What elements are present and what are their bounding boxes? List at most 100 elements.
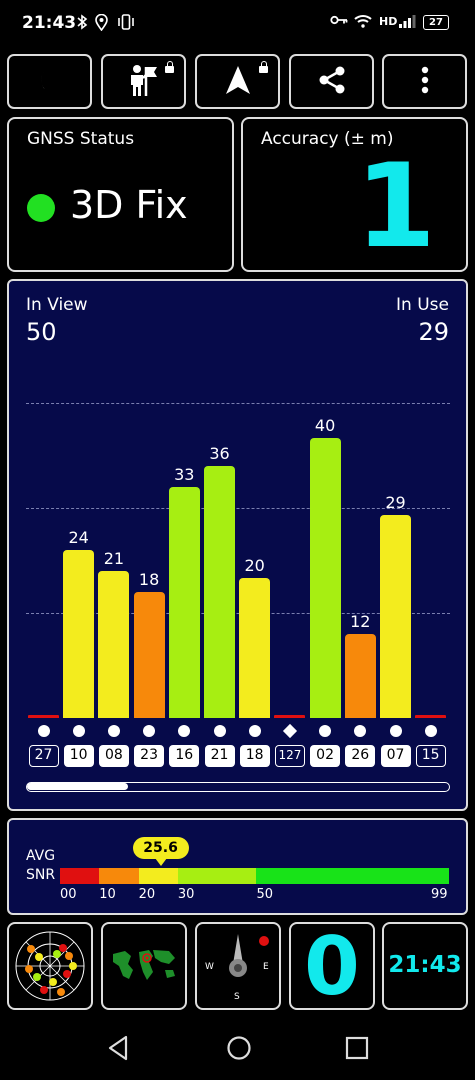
satellite-prn-label[interactable]: 26 <box>345 745 376 767</box>
snr-tick-label: 30 <box>177 887 195 902</box>
satellite-prn-label[interactable]: 15 <box>415 745 446 767</box>
home-button[interactable] <box>226 1035 252 1065</box>
wifi-icon <box>354 14 372 32</box>
satellite-prn-label[interactable]: 27 <box>28 745 59 767</box>
snr-tick-label: 00 <box>60 887 77 902</box>
signal-bar <box>344 634 376 718</box>
avg-snr-panel[interactable] <box>7 818 468 915</box>
navigation-button[interactable] <box>195 54 280 109</box>
satellite-prn-label[interactable]: 21 <box>204 745 235 767</box>
dot-marker-icon <box>424 725 437 737</box>
satellite-prn-label[interactable]: 02 <box>310 745 341 767</box>
lock-icon <box>259 61 268 73</box>
satellite-prn-label[interactable]: 10 <box>63 745 94 767</box>
gnss-status-label: GNSS Status <box>27 129 135 149</box>
signal-bar <box>168 487 200 718</box>
signal-icon <box>398 14 416 32</box>
clock-value: 21:43 <box>388 952 462 978</box>
clock-tile[interactable]: 21:43 <box>382 922 468 1010</box>
bar-value-label: 20 <box>244 556 265 575</box>
key-icon <box>330 14 348 30</box>
compass-west: W <box>205 962 214 972</box>
gnss-status-panel[interactable]: GNSS Status 3D Fix <box>7 117 234 272</box>
in-view-label: In View <box>26 295 88 315</box>
scrollbar-thumb[interactable] <box>27 783 129 790</box>
snr-segment <box>256 868 449 884</box>
in-view-count: 50 <box>26 318 57 346</box>
satellite-count-value: 0 <box>304 920 360 1013</box>
dot-marker-icon <box>389 725 402 737</box>
dot-marker-icon <box>354 725 367 737</box>
bar-value-label: 33 <box>174 465 195 484</box>
dot-marker-icon <box>107 725 120 737</box>
bar-value-label: 36 <box>209 444 230 463</box>
dot-marker-icon <box>319 725 332 737</box>
more-vert-icon <box>421 66 429 98</box>
in-use-count: 29 <box>418 318 449 346</box>
in-use-label: In Use <box>396 295 449 315</box>
share-button[interactable] <box>289 54 374 109</box>
night-mode-button[interactable] <box>7 54 92 109</box>
signal-bar <box>239 578 271 718</box>
grid-line <box>26 508 450 509</box>
signal-bar <box>204 466 235 718</box>
signal-bar <box>63 550 95 718</box>
recents-icon <box>345 1036 369 1065</box>
person-flag-button[interactable] <box>101 54 186 109</box>
satellite-prn-label[interactable]: 08 <box>98 745 129 767</box>
dot-marker-icon <box>248 725 261 737</box>
moon-icon <box>37 65 63 99</box>
recents-button[interactable] <box>345 1035 369 1065</box>
more-options-button[interactable] <box>382 54 467 109</box>
accuracy-value: 1 <box>355 139 436 274</box>
satellite-prn-label[interactable]: 16 <box>169 745 200 767</box>
satellite-prn-label[interactable]: 127 <box>274 745 305 767</box>
accuracy-label: Accuracy (± m) <box>261 129 394 149</box>
satellite-prn-label[interactable]: 23 <box>134 745 165 767</box>
navigation-bar <box>0 1016 475 1080</box>
signal-bar <box>415 715 447 718</box>
home-icon <box>226 1036 252 1065</box>
bar-value-label: 29 <box>385 493 406 512</box>
satellite-count-tile[interactable]: 0 <box>289 920 375 1013</box>
dot-marker-icon <box>37 725 50 737</box>
snr-tick-label: 20 <box>138 887 156 902</box>
grid-line <box>26 403 450 404</box>
sky-plot-tile[interactable] <box>7 922 93 1010</box>
signal-bar <box>98 571 130 718</box>
satellite-prn-label[interactable]: 07 <box>380 745 411 767</box>
compass-tile[interactable]: W E S <box>195 922 281 1010</box>
satellite-prn-label[interactable]: 18 <box>239 745 270 767</box>
snr-tick-label: 50 <box>256 887 273 902</box>
signal-bar <box>380 515 411 718</box>
bluetooth-icon <box>77 14 88 34</box>
chart-scrollbar[interactable] <box>26 782 450 792</box>
signal-bar <box>274 715 306 718</box>
snr-tick-label: 10 <box>99 887 116 902</box>
network-type: HD <box>379 15 398 28</box>
grid-line <box>26 613 450 614</box>
back-button[interactable] <box>107 1035 129 1065</box>
dot-marker-icon <box>178 725 191 737</box>
status-time: 21:43 <box>22 13 77 33</box>
avg-snr-badge: 25.6 <box>132 837 189 859</box>
world-map-tile[interactable] <box>101 922 187 1010</box>
bar-value-label: 18 <box>138 570 160 589</box>
dot-marker-icon <box>143 725 156 737</box>
bar-value-label: 24 <box>68 528 89 547</box>
bar-value-label: 21 <box>103 549 125 568</box>
accuracy-panel[interactable]: Accuracy (± m) 1 <box>241 117 468 272</box>
fix-status-value: 3D Fix <box>70 183 188 227</box>
avg-label: AVG <box>26 848 56 864</box>
navigation-arrow-icon <box>225 65 251 99</box>
snr-segment <box>177 868 257 884</box>
lock-icon <box>165 61 174 73</box>
snr-segment <box>99 868 139 884</box>
bar-value-label: 12 <box>350 612 371 631</box>
status-bar: 21:43 HD 27 <box>0 0 475 48</box>
bar-value-label: 40 <box>314 416 336 435</box>
fix-indicator-icon <box>27 194 55 222</box>
signal-bar <box>133 592 165 718</box>
share-icon <box>317 65 347 99</box>
battery-indicator: 27 <box>423 15 449 30</box>
